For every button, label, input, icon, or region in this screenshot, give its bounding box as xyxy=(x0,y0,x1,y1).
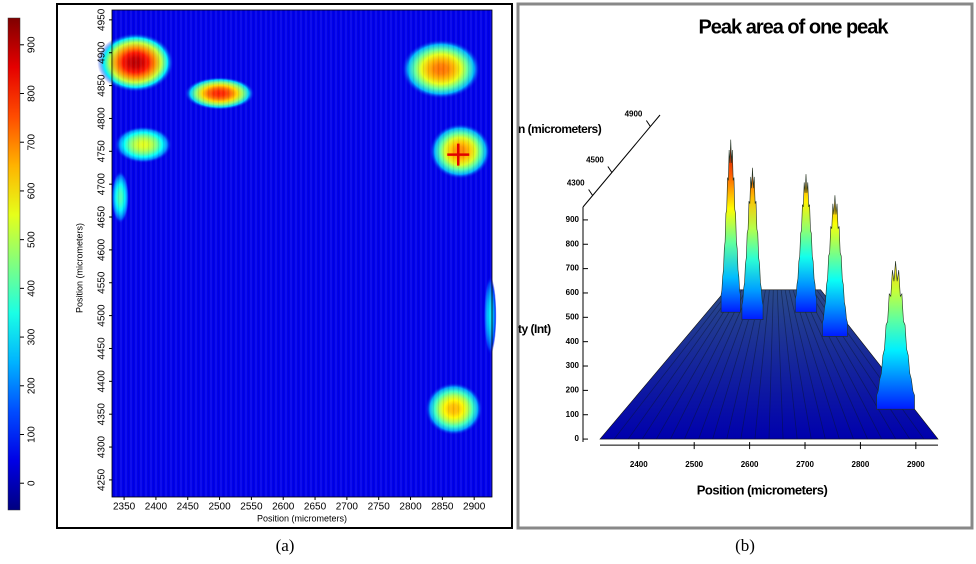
x-tick-label: 2750 xyxy=(368,502,391,513)
floor-texture xyxy=(780,289,798,440)
y-tick-label: 4900 xyxy=(625,110,643,119)
caption: (b) xyxy=(735,536,755,555)
colorbar xyxy=(7,17,21,511)
x-tick-label: 2800 xyxy=(399,502,422,513)
texture xyxy=(112,10,492,497)
floor-texture xyxy=(800,289,868,440)
floor-texture xyxy=(808,289,897,440)
colorbar-tick-label: 0 xyxy=(27,480,38,486)
y-tick xyxy=(588,189,594,196)
floor-texture xyxy=(684,289,751,440)
surface-peak xyxy=(720,139,741,313)
x-tick-label: 2450 xyxy=(177,502,200,513)
y-tick-label: 4700 xyxy=(97,173,108,196)
z-tick-label: 200 xyxy=(566,385,580,394)
z-tick-label: 0 xyxy=(575,434,580,443)
z-tick-label: 800 xyxy=(566,239,580,248)
z-tick-label: 100 xyxy=(566,410,580,419)
y-tick-label: 4900 xyxy=(97,41,108,64)
x-tick-label: 2800 xyxy=(852,460,870,469)
surface-peak xyxy=(822,195,848,337)
y-tick-label: 4400 xyxy=(97,370,108,393)
marker xyxy=(447,143,470,166)
colorbar-tick-label: 200 xyxy=(27,377,38,394)
surface-peak xyxy=(794,174,818,313)
floor-texture xyxy=(613,289,731,440)
caption: (a) xyxy=(276,536,295,555)
floor-texture xyxy=(768,289,774,440)
y-axis-label: n (micrometers) xyxy=(518,122,602,136)
colorbar-tick-label: 700 xyxy=(27,133,38,150)
x-tick-label: 2500 xyxy=(208,502,231,513)
z-tick-label: 700 xyxy=(566,264,580,273)
colorbar-tick-label: 600 xyxy=(27,182,38,199)
x-axis-label: Position (micrometers) xyxy=(257,513,347,523)
x-axis-label: Position (micrometers) xyxy=(697,482,828,497)
floor-texture xyxy=(670,289,747,440)
chart-title: Peak area of one peak xyxy=(698,16,889,38)
floor-texture xyxy=(788,289,826,440)
y-tick xyxy=(607,166,613,173)
y-tick-label: 4850 xyxy=(97,74,108,97)
surface-peak xyxy=(876,261,915,410)
y-tick-label: 4750 xyxy=(97,140,108,163)
x-tick-label: 2400 xyxy=(145,502,168,513)
y-axis xyxy=(582,114,661,208)
x-tick-label: 2900 xyxy=(907,460,925,469)
y-axis-label: Position (micrometers) xyxy=(74,223,84,313)
x-tick-label: 2700 xyxy=(796,460,814,469)
floor-texture xyxy=(804,289,883,440)
y-tick-label: 4350 xyxy=(97,403,108,426)
x-tick-label: 2550 xyxy=(240,502,263,513)
y-tick-label: 4800 xyxy=(97,107,108,130)
x-tick-label: 2350 xyxy=(113,502,136,513)
z-tick-label: 900 xyxy=(566,215,580,224)
z-tick-label: 400 xyxy=(566,337,580,346)
colorbar-tick-label: 300 xyxy=(27,328,38,345)
y-tick-label: 4500 xyxy=(97,304,108,327)
y-tick-label: 4650 xyxy=(97,205,108,228)
y-tick-label: 4600 xyxy=(97,238,108,261)
z-tick-label: 600 xyxy=(566,288,580,297)
x-tick-label: 2650 xyxy=(304,502,327,513)
colorbar-tick-label: 400 xyxy=(27,280,38,297)
y-tick-label: 4550 xyxy=(97,271,108,294)
y-tick-label: 4450 xyxy=(97,337,108,360)
colorbar-tick-label: 900 xyxy=(27,36,38,53)
x-tick-label: 2400 xyxy=(630,460,648,469)
floor-texture xyxy=(627,289,735,440)
z-tick-label: 500 xyxy=(566,312,580,321)
x-tick-label: 2500 xyxy=(685,460,703,469)
z-tick-label: 300 xyxy=(566,361,580,370)
panel-b-frame xyxy=(516,2,974,530)
colorbar-tick-label: 800 xyxy=(27,85,38,102)
x-tick-label: 2600 xyxy=(272,502,295,513)
x-tick-label: 2600 xyxy=(741,460,759,469)
y-tick-label: 4950 xyxy=(97,8,108,31)
x-tick-label: 2700 xyxy=(336,502,359,513)
y-tick-label: 4300 xyxy=(567,179,585,188)
floor-texture xyxy=(796,289,854,440)
y-tick-label: 4300 xyxy=(97,435,108,458)
x-tick-label: 2900 xyxy=(463,502,486,513)
floor-texture xyxy=(754,289,770,440)
surface-peak xyxy=(741,167,764,320)
colorbar-tick-label: 500 xyxy=(27,231,38,248)
x-tick-label: 2850 xyxy=(431,502,454,513)
z-axis-label: ty (Int) xyxy=(518,322,551,336)
floor-texture xyxy=(641,289,739,440)
y-tick xyxy=(645,120,651,127)
y-tick-label: 4250 xyxy=(97,468,108,491)
panel-a-frame xyxy=(56,3,513,529)
plot-frame xyxy=(111,9,493,498)
floor-texture xyxy=(776,289,784,440)
floor-texture xyxy=(792,289,840,440)
y-tick-label: 4500 xyxy=(586,156,604,165)
floor-texture xyxy=(784,289,812,440)
colorbar-tick-label: 100 xyxy=(27,426,38,443)
floor-texture xyxy=(655,289,743,440)
